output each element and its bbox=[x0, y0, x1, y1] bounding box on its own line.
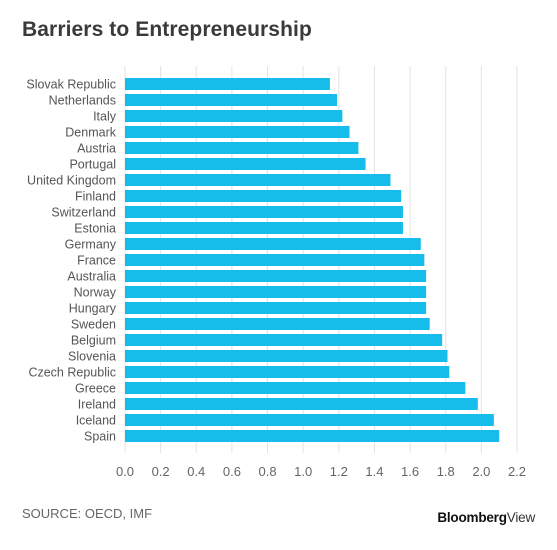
category-label: Italy bbox=[93, 110, 117, 124]
bar bbox=[125, 302, 427, 314]
category-label: United Kingdom bbox=[27, 174, 116, 188]
category-label: Denmark bbox=[65, 126, 116, 140]
bloomberg-view-logo: BloombergView bbox=[437, 510, 535, 525]
x-tick-label: 2.0 bbox=[472, 464, 490, 479]
bar bbox=[125, 174, 391, 186]
x-tick-label: 1.8 bbox=[437, 464, 455, 479]
category-label: Ireland bbox=[78, 398, 116, 412]
category-label: Portugal bbox=[69, 158, 116, 172]
category-label: Sweden bbox=[71, 318, 116, 332]
brand-bold: Bloomberg bbox=[437, 510, 507, 525]
bar bbox=[125, 286, 427, 298]
category-label: Belgium bbox=[71, 334, 116, 348]
bar bbox=[125, 382, 466, 394]
bar bbox=[125, 142, 359, 154]
category-label: France bbox=[77, 254, 116, 268]
bar bbox=[125, 254, 425, 266]
category-label: Spain bbox=[84, 430, 116, 444]
x-tick-label: 0.2 bbox=[152, 464, 170, 479]
bar bbox=[125, 222, 403, 234]
category-labels: Slovak Republic Netherlands Italy Denmark Au… bbox=[26, 78, 116, 444]
bar bbox=[125, 126, 350, 138]
x-tick-label: 1.2 bbox=[330, 464, 348, 479]
category-label: Estonia bbox=[74, 222, 116, 236]
x-tick-label: 1.0 bbox=[294, 464, 312, 479]
x-tick-labels: 0.0 0.2 0.4 0.6 0.8 1.0 1.2 1.4 1.6 1.8 2.0 2.2 bbox=[116, 464, 526, 479]
category-label: Greece bbox=[75, 382, 116, 396]
category-label: Slovenia bbox=[68, 350, 116, 364]
bars bbox=[125, 78, 500, 442]
category-label: Finland bbox=[75, 190, 116, 204]
category-label: Austria bbox=[77, 142, 116, 156]
category-label: Norway bbox=[74, 286, 117, 300]
bar bbox=[125, 350, 448, 362]
source-note: SOURCE: OECD, IMF bbox=[22, 506, 153, 521]
bar bbox=[125, 334, 443, 346]
bar bbox=[125, 190, 402, 202]
bar bbox=[125, 158, 366, 170]
category-label: Czech Republic bbox=[28, 366, 116, 380]
bar bbox=[125, 398, 478, 410]
bar bbox=[125, 414, 494, 426]
category-label: Germany bbox=[65, 238, 117, 252]
category-label: Switzerland bbox=[51, 206, 116, 220]
bar bbox=[125, 270, 427, 282]
chart-title: Barriers to Entrepreneurship bbox=[22, 18, 312, 41]
category-label: Iceland bbox=[76, 414, 116, 428]
bar bbox=[125, 78, 330, 90]
category-label: Netherlands bbox=[49, 94, 116, 108]
bar bbox=[125, 430, 500, 442]
bar bbox=[125, 94, 338, 106]
x-tick-label: 0.0 bbox=[116, 464, 134, 479]
category-label: Hungary bbox=[69, 302, 117, 316]
x-tick-label: 1.4 bbox=[365, 464, 383, 479]
x-tick-label: 0.6 bbox=[223, 464, 241, 479]
x-tick-label: 0.8 bbox=[259, 464, 277, 479]
bar bbox=[125, 206, 403, 218]
bar bbox=[125, 318, 430, 330]
bar bbox=[125, 366, 450, 378]
bar bbox=[125, 110, 343, 122]
x-tick-label: 0.4 bbox=[187, 464, 205, 479]
bar bbox=[125, 238, 421, 250]
brand-light: View bbox=[506, 510, 535, 525]
category-label: Australia bbox=[67, 270, 116, 284]
x-tick-label: 1.6 bbox=[401, 464, 419, 479]
category-label: Slovak Republic bbox=[26, 78, 116, 92]
x-tick-label: 2.2 bbox=[508, 464, 526, 479]
